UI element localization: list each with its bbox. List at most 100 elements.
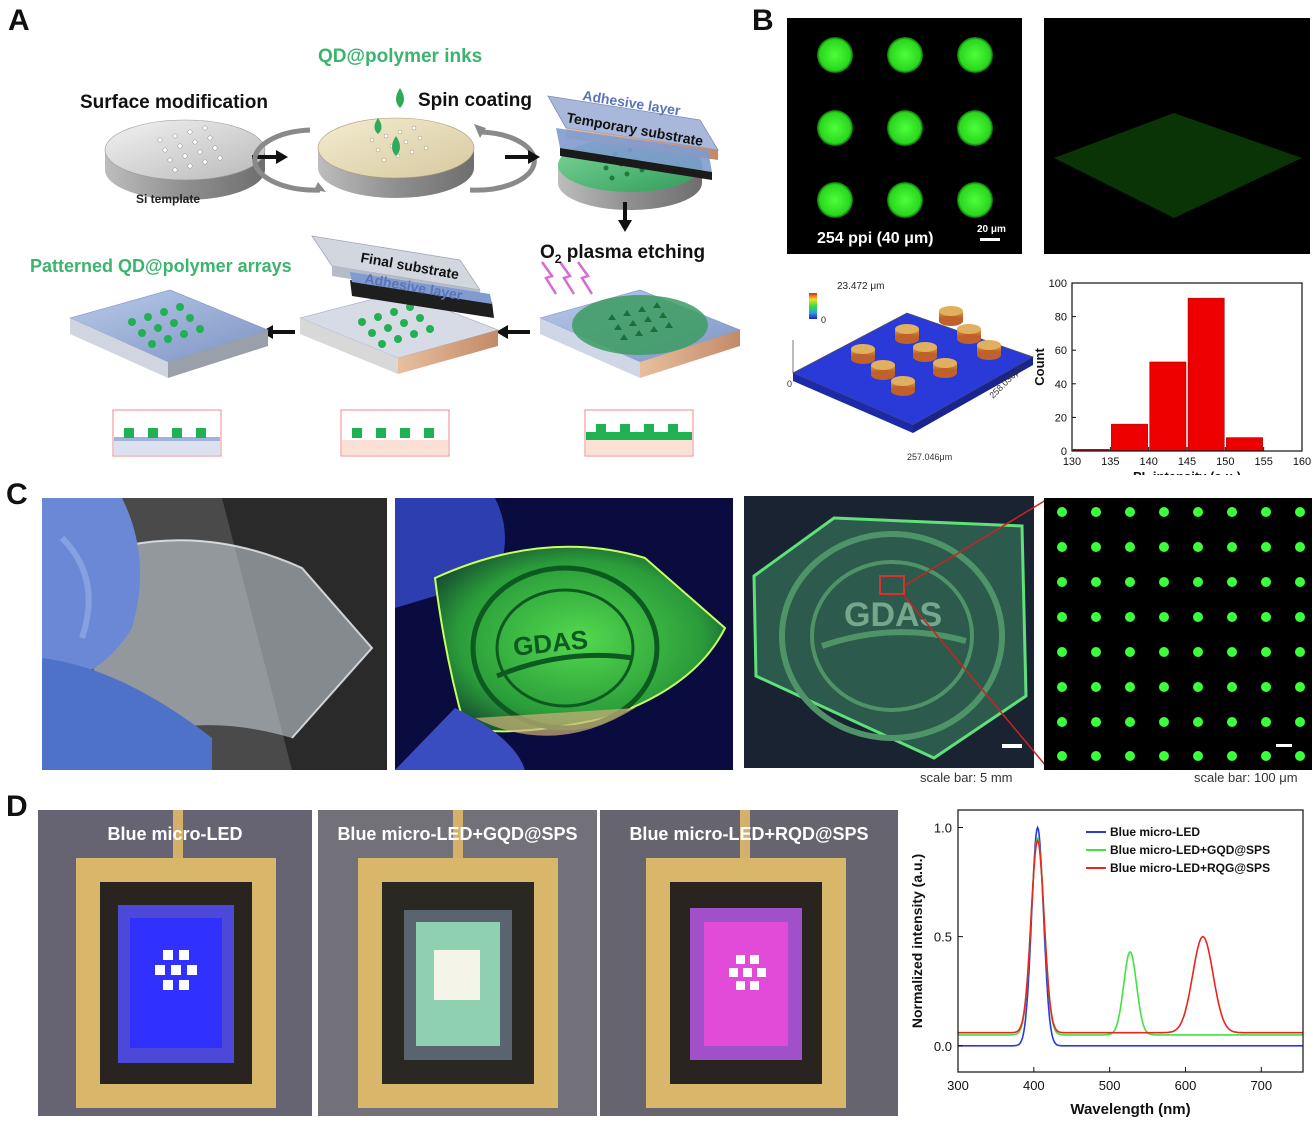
array-dot	[1295, 751, 1305, 761]
array-dot	[1091, 751, 1101, 761]
array-dot	[1091, 682, 1101, 692]
x-tick-label: 160	[1293, 456, 1311, 468]
array-dot	[1227, 542, 1237, 552]
temporary-substrate-stack	[547, 95, 719, 210]
scale-caption-5mm: scale bar: 5 mm	[920, 770, 1013, 785]
ink-drop-icon	[396, 88, 404, 108]
array-dot	[1057, 647, 1067, 657]
axis-x-length: 257.046μm	[907, 452, 952, 462]
y-tick-label: 100	[1049, 278, 1067, 290]
glove-fingers	[395, 708, 525, 770]
cross-section-final	[112, 409, 222, 457]
photo-title-red: Blue micro-LED+RQD@SPS	[629, 824, 869, 844]
x-axis-label: PL intensity (a.u.)	[1133, 469, 1241, 475]
array-dot	[1057, 717, 1067, 727]
height-pillar-top	[933, 358, 957, 368]
array-dot	[1125, 542, 1135, 552]
series-line	[958, 838, 1303, 1034]
micro-led-photo-red: Blue micro-LED+RQD@SPS	[600, 810, 898, 1116]
array-dot	[1159, 507, 1169, 517]
array-dot	[1159, 612, 1169, 622]
y-tick-label: 0.0	[934, 1039, 952, 1054]
array-dot	[1193, 612, 1203, 622]
array-dot	[1227, 717, 1237, 727]
panel-label-d: D	[6, 790, 28, 823]
y-axis-label: Normalized intensity (a.u.)	[909, 854, 925, 1028]
array-dot	[1295, 682, 1305, 692]
x-tick-label: 300	[947, 1078, 969, 1093]
height-pillar-top	[851, 344, 875, 354]
arrow-right-icon	[528, 150, 540, 164]
array-dot	[1091, 612, 1101, 622]
histogram-bar	[1111, 423, 1148, 452]
height-pillar-top	[871, 360, 895, 370]
array-dot	[1227, 577, 1237, 587]
flexible-film-photo	[42, 498, 387, 770]
height-pillar-base	[957, 334, 981, 344]
array-dot	[1227, 647, 1237, 657]
height-pillar-top	[895, 324, 919, 334]
height-colorbar	[809, 293, 817, 319]
y-tick-label: 0.5	[934, 930, 952, 945]
height-pillar-top	[977, 340, 1001, 350]
array-dot	[1193, 542, 1203, 552]
array-dot	[1261, 612, 1271, 622]
cross-section-transfer	[340, 409, 450, 457]
transparent-film	[82, 540, 372, 748]
height-pillar-base	[977, 350, 1001, 360]
arrow-down-icon	[618, 220, 632, 232]
array-dot	[1295, 577, 1305, 587]
dot-grid-svg	[817, 37, 1000, 241]
y-tick-label: 20	[1055, 412, 1067, 424]
plot-frame	[957, 809, 1304, 1073]
array-dot	[1057, 507, 1067, 517]
array-dot	[1091, 577, 1101, 587]
array-dot	[1261, 507, 1271, 517]
fabrication-schematic-svg: Surface modification Si template QD@poly…	[30, 46, 741, 457]
array-dot	[1261, 542, 1271, 552]
array-dot	[1193, 682, 1203, 692]
y-axis-label: Count	[1032, 348, 1047, 386]
array-dot	[1057, 682, 1067, 692]
height-pillar-base	[939, 316, 963, 326]
photo-title-green: Blue micro-LED+GQD@SPS	[337, 824, 578, 844]
spectrum-chart: 300 400 500 600 700 0.0 0.5 1.0 Wavelength (nm) N…	[900, 800, 1313, 1128]
array-dot	[1227, 682, 1237, 692]
array-dot	[1295, 717, 1305, 727]
micro-led-photo-green: Blue micro-LED+GQD@SPS	[318, 810, 597, 1116]
led-emission	[704, 922, 788, 1046]
height-max-label: 23.472 μm	[837, 281, 884, 292]
array-dot	[1125, 647, 1135, 657]
histogram-chart: 130 135 140 145 150 155 160 0 20 40 60 80 100 PL inte…	[1030, 265, 1313, 484]
array-dot	[1261, 577, 1271, 587]
array-dot	[1091, 507, 1101, 517]
array-dot	[1261, 717, 1271, 727]
array-dot	[1227, 751, 1237, 761]
ink-label: QD@polymer inks	[318, 46, 482, 67]
y-tick-label: 1.0	[934, 820, 952, 835]
logo-text-flat: GDAS	[844, 596, 943, 634]
height-pillar-top	[957, 324, 981, 334]
height-pillar-base	[851, 354, 875, 364]
gdas-bent-film-photo: GDAS	[395, 498, 733, 770]
array-dot	[1125, 751, 1135, 761]
fabrication-schematic: Surface modification Si template QD@poly…	[0, 0, 760, 470]
histogram-bar	[1226, 437, 1263, 452]
array-dot	[1193, 751, 1203, 761]
ppi-label: 254 ppi (40 μm)	[817, 230, 934, 247]
x-tick-label: 500	[1099, 1078, 1121, 1093]
array-dot	[1159, 682, 1169, 692]
x-tick-label: 700	[1250, 1078, 1272, 1093]
led-emission	[130, 918, 222, 1048]
zoom-lines	[903, 499, 1047, 767]
height-pillar-base	[891, 386, 915, 396]
plasma-etched-plate	[539, 261, 741, 378]
ink-drop-icon	[374, 118, 382, 134]
glove-right	[42, 658, 212, 770]
height-pillar-base	[933, 368, 957, 378]
legend-entry: Blue micro-LED+GQD@SPS	[1110, 843, 1270, 857]
height-pillar-base	[871, 370, 895, 380]
array-dot	[1125, 682, 1135, 692]
series-line	[958, 836, 1303, 1036]
scale-label-20um: 20 μm	[977, 224, 1006, 235]
